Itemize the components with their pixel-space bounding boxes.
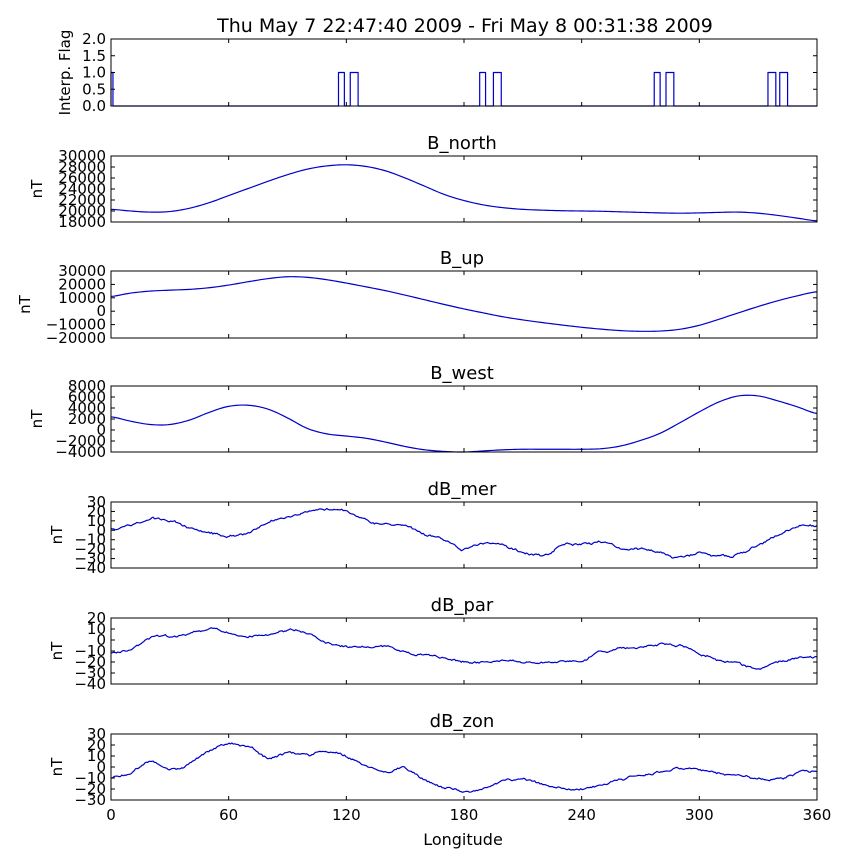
x-tick-label: 300 (685, 806, 714, 824)
y-tick-label: 1.0 (82, 64, 106, 82)
panel-0: 0.00.51.01.52.0 Interp. Flag (56, 30, 818, 116)
x-tick-label: 360 (803, 806, 832, 824)
y-tick-label: 10 (87, 620, 106, 638)
y-tick-label: −30 (74, 550, 106, 568)
y-tick-label: −10 (74, 531, 106, 549)
y-tick-label: 0 (96, 421, 106, 439)
y-axis-label: nT (28, 409, 46, 429)
y-tick-label: 22000 (58, 191, 106, 209)
y-tick-label: −2000 (55, 432, 106, 450)
y-axis-label: nT (48, 525, 66, 545)
y-tick-label: 6000 (68, 388, 106, 406)
y-tick-label: −10000 (46, 316, 106, 334)
axes-frame-4 (110, 501, 818, 569)
x-tick-label: 180 (450, 806, 479, 824)
y-tick-label: 18000 (58, 213, 106, 231)
y-tick-label: −20 (74, 540, 106, 558)
y-tick-label: 10000 (58, 289, 106, 307)
y-tick-label: −20 (74, 653, 106, 671)
axes-frame-0 (110, 38, 818, 107)
y-tick-label: −20 (74, 780, 106, 798)
y-tick-label: 30 (87, 725, 106, 743)
y-tick-label: 1.5 (82, 47, 106, 65)
y-tick-label: 0.5 (82, 80, 106, 98)
series-line-6 (110, 742, 818, 793)
y-tick-label: 20000 (58, 275, 106, 293)
y-tick-label: 2000 (68, 410, 106, 428)
y-tick-label: −10 (74, 642, 106, 660)
y-tick-label: 30000 (58, 147, 106, 165)
series-line-3 (110, 394, 818, 453)
y-tick-label: 0 (96, 302, 106, 320)
y-tick-label: 10 (87, 747, 106, 765)
y-axis-label: nT (16, 294, 34, 314)
y-tick-label: 4000 (68, 399, 106, 417)
y-tick-label: 20 (87, 502, 106, 520)
y-tick-label: −4000 (55, 443, 106, 461)
y-tick-label: 20 (87, 609, 106, 627)
y-axis-label: nT (48, 641, 66, 661)
y-tick-label: −30 (74, 791, 106, 809)
series-line-5 (110, 627, 818, 670)
y-tick-label: 0 (96, 758, 106, 776)
y-tick-label: 28000 (58, 158, 106, 176)
y-tick-label: −40 (74, 675, 106, 693)
y-tick-label: 0 (96, 631, 106, 649)
axes-frame-3 (110, 385, 818, 453)
y-tick-label: 2.0 (82, 30, 106, 48)
y-axis-label: nT (28, 179, 46, 199)
axes-frame-6 (110, 733, 818, 801)
y-axis-label: nT (48, 757, 66, 777)
y-tick-label: 26000 (58, 169, 106, 187)
y-tick-label: −30 (74, 664, 106, 682)
y-tick-label: 30000 (58, 262, 106, 280)
series-line-4 (110, 507, 818, 559)
panel-title: dB_par (431, 595, 494, 616)
y-tick-label: 20 (87, 736, 106, 754)
panel-title: B_north (427, 133, 497, 154)
x-tick-label: 0 (106, 806, 116, 824)
x-tick-label: 120 (332, 806, 361, 824)
x-axis-label: Longitude (423, 830, 503, 849)
y-tick-label: 24000 (58, 180, 106, 198)
series-line-1 (110, 164, 818, 222)
y-tick-label: −40 (74, 559, 106, 577)
y-tick-label: 0.0 (82, 97, 106, 115)
y-tick-label: 10 (87, 512, 106, 530)
y-axis-label: Interp. Flag (56, 30, 74, 116)
series-line-2 (110, 276, 818, 332)
x-tick-label: 60 (219, 806, 238, 824)
panel-title: dB_zon (430, 711, 495, 732)
axes-frame-2 (110, 270, 818, 339)
y-tick-label: 0 (96, 521, 106, 539)
y-tick-label: 30 (87, 493, 106, 511)
panel-title: dB_mer (428, 479, 497, 500)
panel-title: B_up (440, 248, 484, 269)
y-tick-label: −10 (74, 769, 106, 787)
y-tick-label: 20000 (58, 202, 106, 220)
y-tick-label: 8000 (68, 377, 106, 395)
x-tick-label: 240 (567, 806, 596, 824)
panel-title: B_west (430, 363, 494, 384)
figure-title: Thu May 7 22:47:40 2009 - Fri May 8 00:3… (216, 15, 713, 37)
series-line-0 (110, 71, 817, 107)
y-tick-label: −20000 (46, 329, 106, 347)
